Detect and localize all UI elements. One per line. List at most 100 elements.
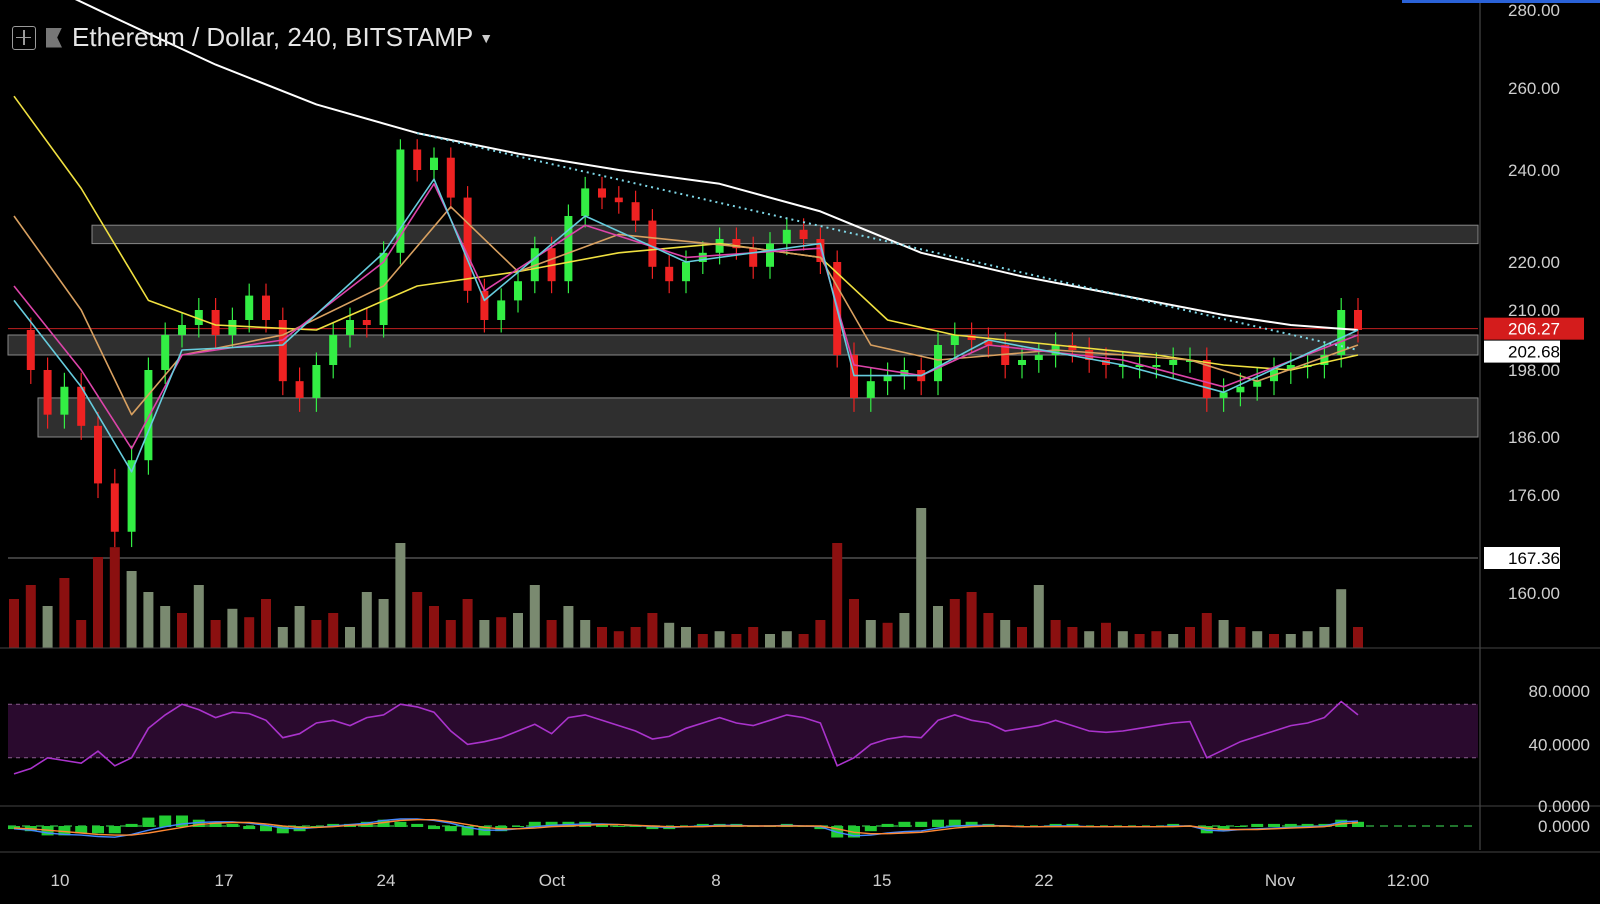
volume-bar bbox=[59, 578, 70, 648]
candle-body bbox=[950, 335, 959, 345]
y-tick-label: 260.00 bbox=[1508, 79, 1560, 98]
y-tick-label: 160.00 bbox=[1508, 584, 1560, 603]
caret-down-icon[interactable]: ▼ bbox=[479, 29, 494, 46]
price-label: 202.68 bbox=[1508, 343, 1560, 362]
volume-bar bbox=[765, 634, 775, 648]
volume-bar bbox=[1151, 631, 1162, 648]
volume-bar bbox=[429, 606, 439, 648]
moving-average-2 bbox=[13, 206, 1359, 416]
volume-bar bbox=[563, 606, 574, 648]
volume-bar bbox=[882, 622, 893, 648]
y-tick-label: 240.00 bbox=[1508, 161, 1560, 180]
candle-body bbox=[866, 381, 875, 398]
macd-histogram-bar bbox=[92, 826, 104, 834]
candle-body bbox=[799, 229, 808, 239]
symbol-title[interactable]: Ethereum / Dollar, 240, BITSTAMP bbox=[72, 22, 474, 52]
candle-body bbox=[26, 330, 35, 370]
moving-average-4 bbox=[13, 178, 1359, 473]
candle-body bbox=[362, 320, 371, 325]
volume-bar bbox=[613, 631, 624, 648]
rsi-tick-label: 40.0000 bbox=[1529, 735, 1590, 754]
volume-bar bbox=[647, 613, 658, 648]
volume-bar bbox=[1067, 627, 1078, 648]
macd-histogram-bar bbox=[260, 826, 272, 832]
volume-bar bbox=[714, 631, 725, 648]
y-tick-label: 186.00 bbox=[1508, 428, 1560, 447]
macd-histogram-bar bbox=[596, 823, 608, 827]
x-tick-label: Nov bbox=[1265, 871, 1296, 890]
volume-bar bbox=[1117, 631, 1128, 648]
macd-histogram-bar bbox=[75, 826, 88, 834]
macd-histogram-bar bbox=[814, 826, 827, 830]
macd-histogram-bar bbox=[58, 826, 71, 836]
x-tick-label: 17 bbox=[215, 871, 234, 890]
macd-histogram-bar bbox=[1301, 823, 1314, 827]
x-tick-label: 15 bbox=[873, 871, 892, 890]
candle-body bbox=[631, 202, 640, 221]
candle-body bbox=[564, 216, 573, 282]
volume-bar bbox=[294, 606, 305, 648]
volume-bar bbox=[1050, 620, 1061, 648]
macd-histogram-bar bbox=[411, 823, 424, 827]
candle-body bbox=[1320, 355, 1329, 365]
macd-histogram-bar bbox=[932, 819, 944, 827]
macd-histogram-bar bbox=[461, 826, 474, 836]
candle-body bbox=[1202, 360, 1211, 398]
volume-bar bbox=[731, 634, 742, 648]
candle-body bbox=[1186, 360, 1194, 362]
macd-line-1 bbox=[13, 819, 1359, 836]
candle-body bbox=[178, 325, 186, 335]
price-label-box bbox=[1484, 317, 1584, 340]
candle-body bbox=[1152, 365, 1161, 367]
macd-histogram-bar bbox=[1352, 821, 1364, 827]
price-label-box bbox=[1484, 547, 1560, 569]
volume-bar bbox=[93, 557, 103, 648]
volume-bar bbox=[210, 620, 221, 648]
volume-bar bbox=[798, 634, 809, 648]
macd-histogram-bar bbox=[108, 826, 121, 834]
rsi-panel bbox=[8, 700, 1478, 775]
price-label: 206.27 bbox=[1508, 320, 1560, 339]
chart-header[interactable]: Ethereum / Dollar, 240, BITSTAMP ▼ bbox=[12, 22, 493, 53]
flag-icon[interactable] bbox=[46, 27, 62, 48]
volume-bar bbox=[529, 585, 540, 648]
volume-bar bbox=[513, 613, 523, 648]
candle-body bbox=[346, 320, 354, 335]
candle-body bbox=[984, 340, 993, 345]
candle-body bbox=[94, 425, 102, 484]
candle-body bbox=[749, 248, 758, 267]
macd-histogram-bar bbox=[512, 826, 524, 827]
volume-bar bbox=[966, 592, 977, 648]
candle-body bbox=[883, 375, 892, 382]
volume-bar bbox=[378, 599, 389, 648]
macd-histogram-bar bbox=[176, 815, 188, 827]
volume-bar bbox=[949, 599, 960, 648]
volume-bar bbox=[126, 571, 137, 648]
rsi-tick-label: 80.0000 bbox=[1529, 682, 1590, 701]
volume-bar bbox=[933, 606, 943, 648]
moving-average-1 bbox=[13, 95, 1359, 371]
candle-body bbox=[329, 335, 338, 365]
candle-body bbox=[497, 300, 506, 320]
candle-body bbox=[850, 355, 858, 398]
zone-2 bbox=[37, 397, 1479, 438]
x-tick-label: 8 bbox=[711, 871, 720, 890]
candle-body bbox=[1337, 310, 1346, 355]
macd-panel bbox=[8, 815, 1478, 838]
macd-histogram-bar bbox=[898, 821, 911, 827]
candle-body bbox=[1354, 310, 1362, 330]
y-tick-label: 280.00 bbox=[1508, 1, 1560, 20]
candle-body bbox=[446, 157, 455, 198]
plus-square-icon[interactable] bbox=[12, 25, 36, 50]
candle-body bbox=[379, 252, 388, 325]
volume-bar bbox=[832, 543, 843, 648]
volume-bar bbox=[328, 613, 339, 648]
x-tick-label: Oct bbox=[539, 871, 566, 890]
volume-bar bbox=[412, 592, 423, 648]
candle-body bbox=[665, 266, 674, 282]
macd-histogram-bar bbox=[629, 826, 642, 827]
candle-body bbox=[194, 310, 203, 325]
candle-body bbox=[782, 229, 791, 244]
rsi-tick-label: 0.0000 bbox=[1538, 797, 1590, 816]
